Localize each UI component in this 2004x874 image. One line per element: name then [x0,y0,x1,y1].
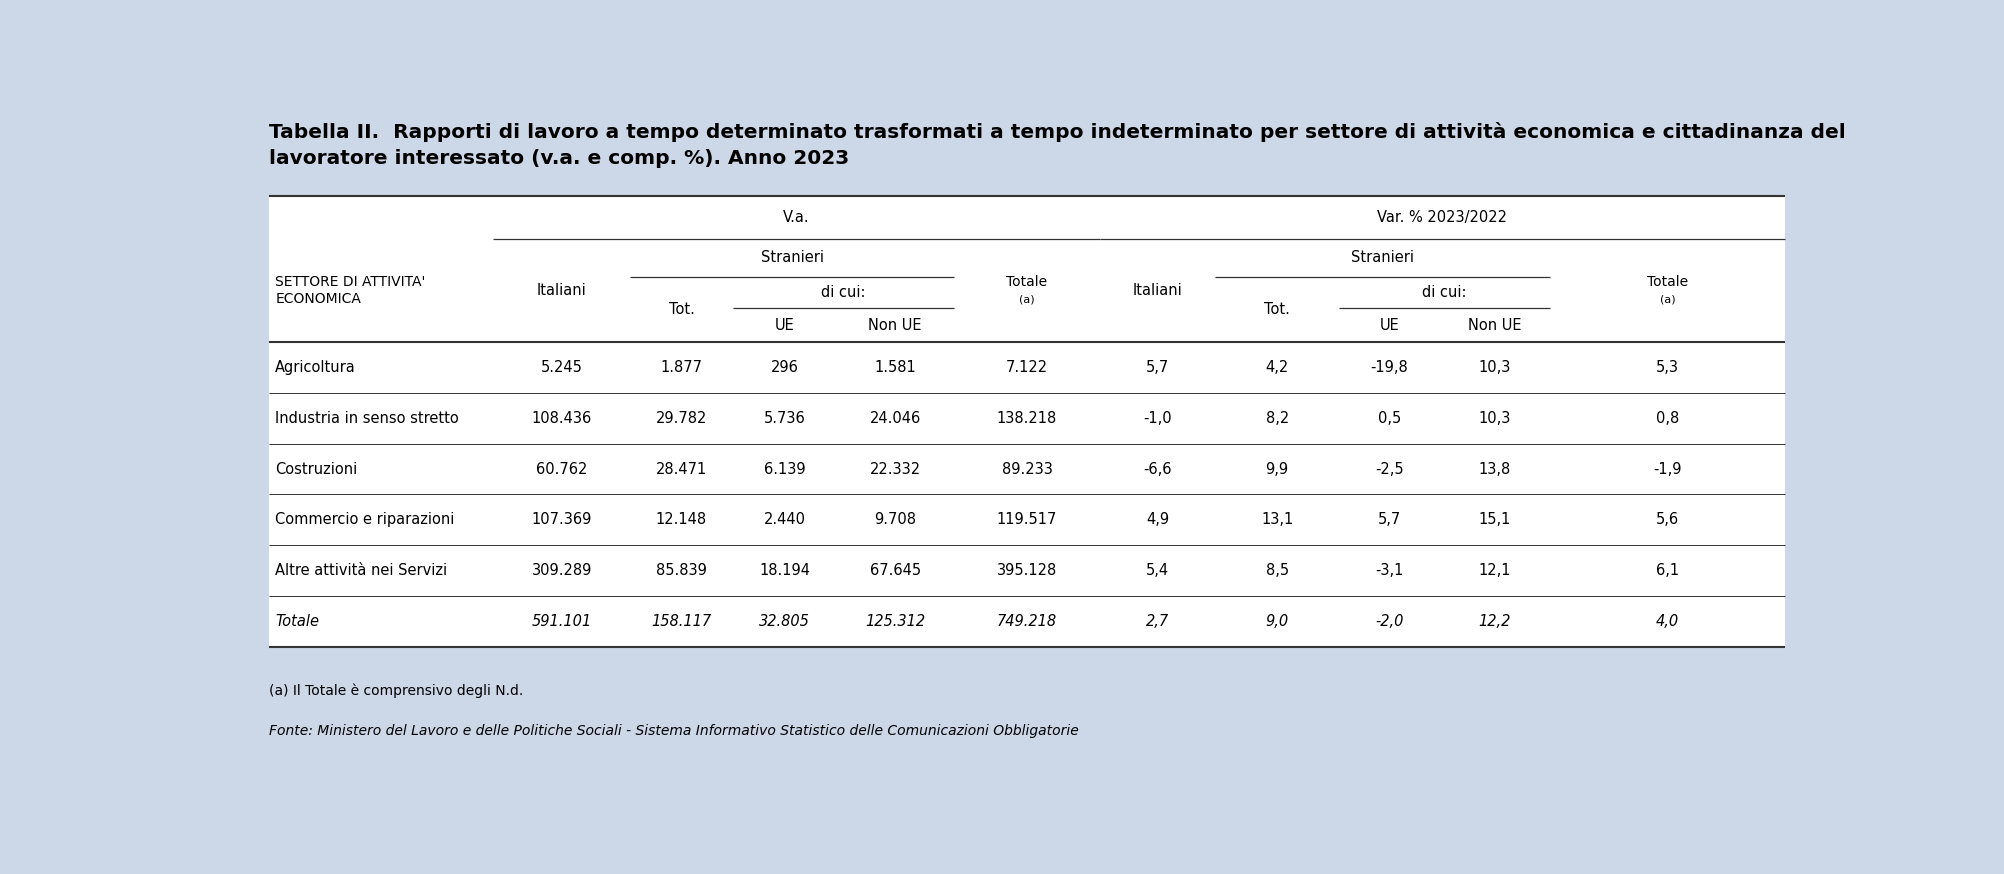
Text: 18.194: 18.194 [760,563,810,578]
Text: 0,8: 0,8 [1655,411,1679,426]
Text: -1,9: -1,9 [1653,461,1681,476]
Text: 28.471: 28.471 [655,461,707,476]
Text: Italiani: Italiani [537,283,587,298]
Text: 12.148: 12.148 [655,512,707,527]
Text: 2,7: 2,7 [1146,614,1168,628]
Text: UE: UE [776,318,794,333]
Text: Costruzioni: Costruzioni [275,461,357,476]
Text: Totale: Totale [1006,275,1048,289]
Text: di cui:: di cui: [822,285,866,300]
Text: 749.218: 749.218 [996,614,1058,628]
Text: 10,3: 10,3 [1479,360,1511,375]
Text: Var. % 2023/2022: Var. % 2023/2022 [1377,210,1507,225]
Text: 5,7: 5,7 [1146,360,1168,375]
Text: (a): (a) [1020,295,1034,305]
Text: -1,0: -1,0 [1142,411,1172,426]
Text: 296: 296 [772,360,798,375]
Text: 108.436: 108.436 [531,411,591,426]
Text: -2,0: -2,0 [1375,614,1403,628]
Text: SETTORE DI ATTIVITA'
ECONOMICA: SETTORE DI ATTIVITA' ECONOMICA [275,275,425,306]
Text: Tot.: Tot. [669,302,693,317]
Text: 67.645: 67.645 [870,563,920,578]
Text: 395.128: 395.128 [996,563,1058,578]
Text: 32.805: 32.805 [760,614,810,628]
Text: Agricoltura: Agricoltura [275,360,357,375]
Text: 6,1: 6,1 [1655,563,1679,578]
Text: 1.877: 1.877 [661,360,703,375]
Text: Fonte: Ministero del Lavoro e delle Politiche Sociali - Sistema Informativo Stat: Fonte: Ministero del Lavoro e delle Poli… [269,724,1078,738]
Text: Totale: Totale [275,614,319,628]
Text: Tot.: Tot. [1265,302,1291,317]
Text: 9,9: 9,9 [1267,461,1289,476]
FancyBboxPatch shape [269,196,1786,647]
Text: 7.122: 7.122 [1006,360,1048,375]
Text: 10,3: 10,3 [1479,411,1511,426]
Text: 85.839: 85.839 [655,563,707,578]
Text: 107.369: 107.369 [531,512,591,527]
Text: 5.736: 5.736 [764,411,806,426]
Text: 119.517: 119.517 [996,512,1058,527]
Text: 5,3: 5,3 [1655,360,1679,375]
Text: 6.139: 6.139 [764,461,806,476]
Text: 4,0: 4,0 [1655,614,1679,628]
Text: Industria in senso stretto: Industria in senso stretto [275,411,459,426]
Text: -6,6: -6,6 [1142,461,1172,476]
Text: 5,4: 5,4 [1146,563,1168,578]
Text: Stranieri: Stranieri [1351,250,1415,265]
Text: V.a.: V.a. [784,210,810,225]
Text: UE: UE [1379,318,1399,333]
Text: 8,2: 8,2 [1267,411,1289,426]
Text: 309.289: 309.289 [531,563,591,578]
Text: 9.708: 9.708 [874,512,916,527]
Text: 125.312: 125.312 [866,614,926,628]
Text: (a): (a) [1659,295,1675,305]
Text: 591.101: 591.101 [531,614,591,628]
Text: 4,2: 4,2 [1267,360,1289,375]
Text: 5,6: 5,6 [1655,512,1679,527]
Text: 5,7: 5,7 [1377,512,1401,527]
Text: 8,5: 8,5 [1267,563,1289,578]
Text: (a) Il Totale è comprensivo degli N.d.: (a) Il Totale è comprensivo degli N.d. [269,683,523,698]
Text: Stranieri: Stranieri [762,250,824,265]
Text: -19,8: -19,8 [1371,360,1409,375]
Text: 4,9: 4,9 [1146,512,1168,527]
Text: Non UE: Non UE [868,318,922,333]
Text: 29.782: 29.782 [655,411,707,426]
Text: 13,1: 13,1 [1261,512,1293,527]
Text: 138.218: 138.218 [996,411,1058,426]
Text: Altre attività nei Servizi: Altre attività nei Servizi [275,563,447,578]
Text: 158.117: 158.117 [651,614,711,628]
Text: Italiani: Italiani [1132,283,1182,298]
Text: 12,1: 12,1 [1479,563,1511,578]
Text: -2,5: -2,5 [1375,461,1403,476]
Text: lavoratore interessato (v.a. e comp. %). Anno 2023: lavoratore interessato (v.a. e comp. %).… [269,149,850,168]
Text: 0,5: 0,5 [1377,411,1401,426]
Text: di cui:: di cui: [1423,285,1467,300]
Text: Totale: Totale [1647,275,1687,289]
Text: Commercio e riparazioni: Commercio e riparazioni [275,512,455,527]
Text: 89.233: 89.233 [1002,461,1052,476]
Text: 5.245: 5.245 [541,360,583,375]
Text: 2.440: 2.440 [764,512,806,527]
Text: 60.762: 60.762 [535,461,587,476]
Text: 1.581: 1.581 [874,360,916,375]
Text: -3,1: -3,1 [1375,563,1403,578]
Text: 15,1: 15,1 [1479,512,1511,527]
Text: 13,8: 13,8 [1479,461,1511,476]
Text: Non UE: Non UE [1469,318,1521,333]
Text: 24.046: 24.046 [870,411,920,426]
Text: Tabella II.  Rapporti di lavoro a tempo determinato trasformati a tempo indeterm: Tabella II. Rapporti di lavoro a tempo d… [269,121,1846,142]
Text: 12,2: 12,2 [1479,614,1511,628]
Text: 22.332: 22.332 [870,461,920,476]
Text: 9,0: 9,0 [1267,614,1289,628]
